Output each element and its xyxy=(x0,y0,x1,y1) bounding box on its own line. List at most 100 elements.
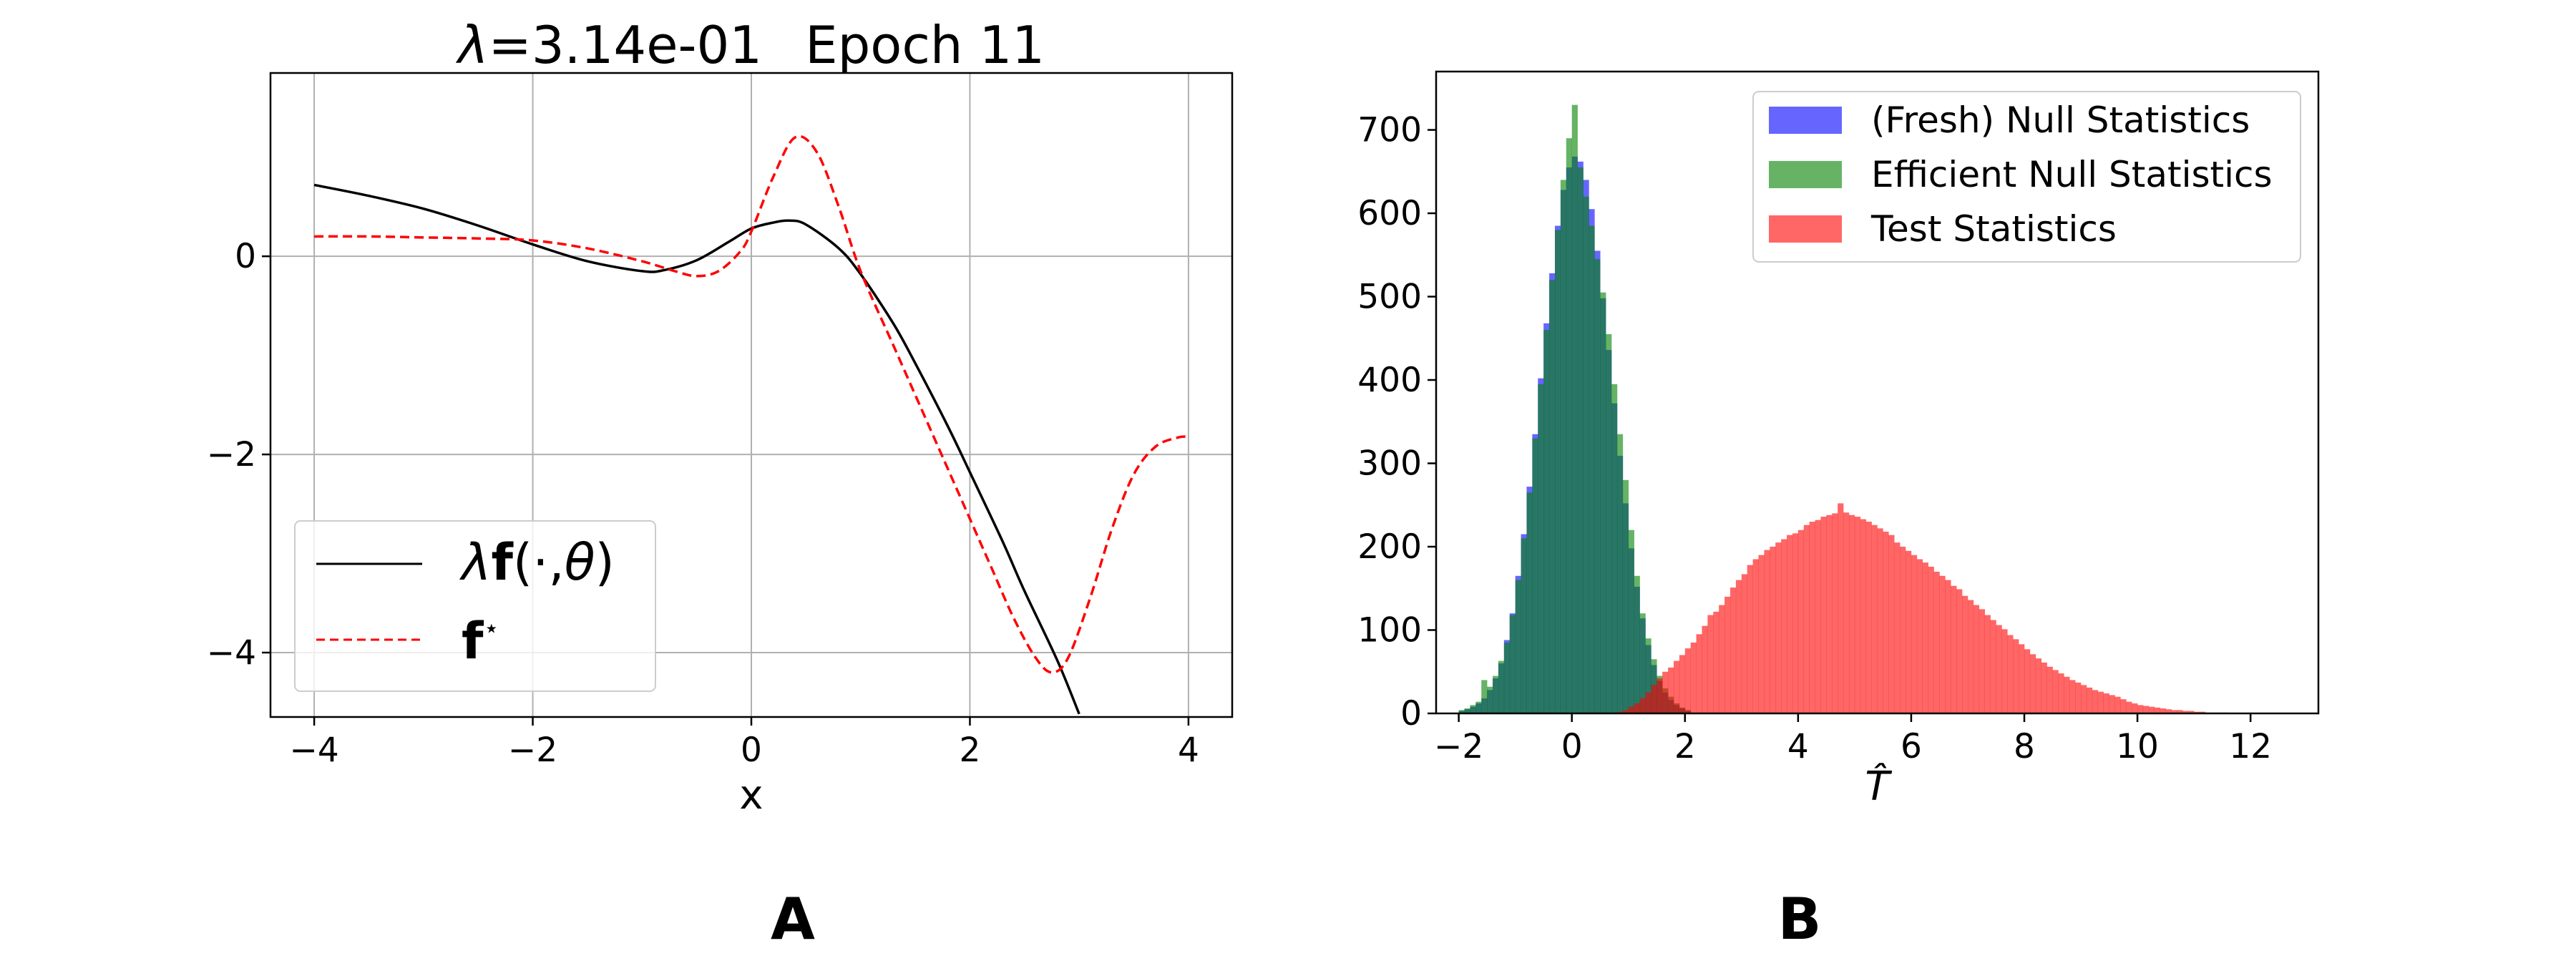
histogram-bar xyxy=(1815,519,1821,713)
histogram-bar xyxy=(1781,539,1787,713)
x-tick-label: 6 xyxy=(1901,727,1922,766)
histogram-bar xyxy=(1690,642,1697,713)
histogram-bar xyxy=(2058,673,2064,713)
histogram-bar xyxy=(2007,635,2014,713)
histogram-bar xyxy=(1487,686,1493,713)
histogram-bar xyxy=(1883,532,1889,713)
histogram-bar xyxy=(2103,693,2109,713)
histogram-bar xyxy=(2109,695,2115,713)
y-tick-label: 400 xyxy=(1357,361,1422,400)
right-plot-frame xyxy=(1435,70,2320,715)
y-tick-label: 600 xyxy=(1357,194,1422,233)
right-ticks: −2 0 2 4 6 8 10 12 0 100 200 300 400 500 600 700 xyxy=(1357,111,2272,766)
model-curve xyxy=(313,183,1080,715)
histogram-bar xyxy=(1865,522,1872,713)
left-legend: λf(·,θ) f⋆ xyxy=(294,520,656,692)
histogram-bar xyxy=(2188,711,2195,713)
y-tick-label: 200 xyxy=(1357,527,1422,567)
target-curve xyxy=(314,135,1189,674)
histogram-bar xyxy=(2182,711,2189,713)
histogram-bar xyxy=(1916,559,1923,713)
histogram-bar xyxy=(1832,513,1838,713)
histogram-bar xyxy=(1741,574,1748,713)
x-tick-label: 4 xyxy=(1178,731,1199,770)
x-tick-label: 0 xyxy=(1561,727,1583,766)
histogram-bar xyxy=(1509,615,1516,713)
histogram-bar xyxy=(2132,703,2138,713)
histogram-bar xyxy=(1979,609,1985,713)
legend-model-args: (·, xyxy=(513,533,565,592)
function-plot: −4 −2 0 2 40−2−4 λ=3.14e-01 Epoch 11 x λf(·,θ… xyxy=(207,15,1234,819)
x-tick-label: 4 xyxy=(1787,727,1809,766)
histogram-bar xyxy=(1515,580,1521,713)
fresh-null-legend-swatch xyxy=(1769,107,1842,134)
left-ticks: −4 −2 0 2 4 0 −2 −4 xyxy=(207,237,1199,770)
histogram-bar xyxy=(1809,522,1815,713)
histogram-bar xyxy=(1820,517,1827,713)
y-tick-label: 0 xyxy=(1400,694,1422,733)
left-chart-title: λ=3.14e-01 Epoch 11 xyxy=(455,15,1045,75)
histogram-bar xyxy=(1826,514,1833,713)
histogram-plot: −2 0 2 4 6 8 10 12 0 100 200 300 400 500 600 700 T̂ (Fr… xyxy=(1357,70,2320,810)
x-tick-label: 0 xyxy=(741,731,762,770)
histogram-bar xyxy=(2046,666,2053,713)
histogram-bar xyxy=(1526,492,1533,713)
histogram-bar xyxy=(1622,710,1629,713)
y-tick-label: −4 xyxy=(207,633,256,673)
histogram-bar xyxy=(1945,580,1951,713)
histogram-bar xyxy=(1566,138,1572,713)
histogram-bar xyxy=(1521,538,1527,713)
x-tick-label: −4 xyxy=(289,731,338,770)
histogram-bar xyxy=(1724,596,1731,713)
histogram-bar xyxy=(1939,575,1946,713)
histogram-bar xyxy=(1571,104,1578,713)
left-grid xyxy=(270,73,1232,717)
histogram-bar xyxy=(1543,330,1550,713)
y-tick-label: 300 xyxy=(1357,444,1422,484)
test-legend-label: Test Statistics xyxy=(1870,208,2117,250)
histogram-bar xyxy=(2120,699,2127,713)
y-tick-label: 500 xyxy=(1357,278,1422,317)
histogram-bar xyxy=(1956,589,1963,713)
histogram-bar xyxy=(2024,649,2031,713)
histogram-bar xyxy=(2177,710,2183,713)
histogram-bar xyxy=(1843,512,1850,713)
left-lines xyxy=(313,135,1189,715)
histogram-bar xyxy=(1860,519,1866,713)
histogram-bar xyxy=(1532,438,1538,713)
legend-label-target: f⋆ xyxy=(462,612,499,670)
efficient-null-legend-swatch xyxy=(1769,161,1842,188)
histogram-bar xyxy=(2154,707,2160,713)
histogram-bar xyxy=(1673,660,1680,713)
histogram-bar xyxy=(2092,690,2099,713)
histogram-bar xyxy=(1503,642,1511,713)
histogram-bar xyxy=(1668,667,1674,713)
histogram-bar xyxy=(1747,565,1753,713)
histogram-bar xyxy=(1684,648,1691,713)
histogram-bar xyxy=(1622,479,1629,713)
histogram-bar xyxy=(1560,180,1567,714)
histogram-bar xyxy=(1888,535,1895,713)
histogram-bar xyxy=(1792,533,1799,713)
title-epoch: Epoch 11 xyxy=(805,15,1045,75)
legend-model-lambda: λ xyxy=(459,533,491,592)
histogram-bar xyxy=(2075,682,2082,713)
histogram-bar xyxy=(1911,555,1918,713)
right-legend-box xyxy=(1752,91,2301,263)
legend-target-f: f xyxy=(462,612,484,670)
histogram-bar xyxy=(1645,638,1652,713)
histogram-bar xyxy=(1894,542,1901,713)
histogram-bar xyxy=(2019,644,2025,713)
histogram-bar xyxy=(1538,384,1544,713)
histogram-bar xyxy=(1662,671,1669,713)
histogram-bar xyxy=(2035,658,2042,713)
histogram-bar xyxy=(1707,615,1714,713)
right-legend-items: (Fresh) Null Statistics Efficient Null St… xyxy=(1769,99,2273,250)
histogram-bar xyxy=(1493,675,1499,713)
histogram-bar xyxy=(1922,562,1928,713)
histogram-bar xyxy=(1797,530,1805,713)
title-lambda-value: =3.14e-01 xyxy=(489,15,763,75)
fresh-null-legend-label: (Fresh) Null Statistics xyxy=(1871,99,2250,141)
x-tick-label: 10 xyxy=(2116,727,2159,766)
histogram-bar xyxy=(1848,514,1855,713)
